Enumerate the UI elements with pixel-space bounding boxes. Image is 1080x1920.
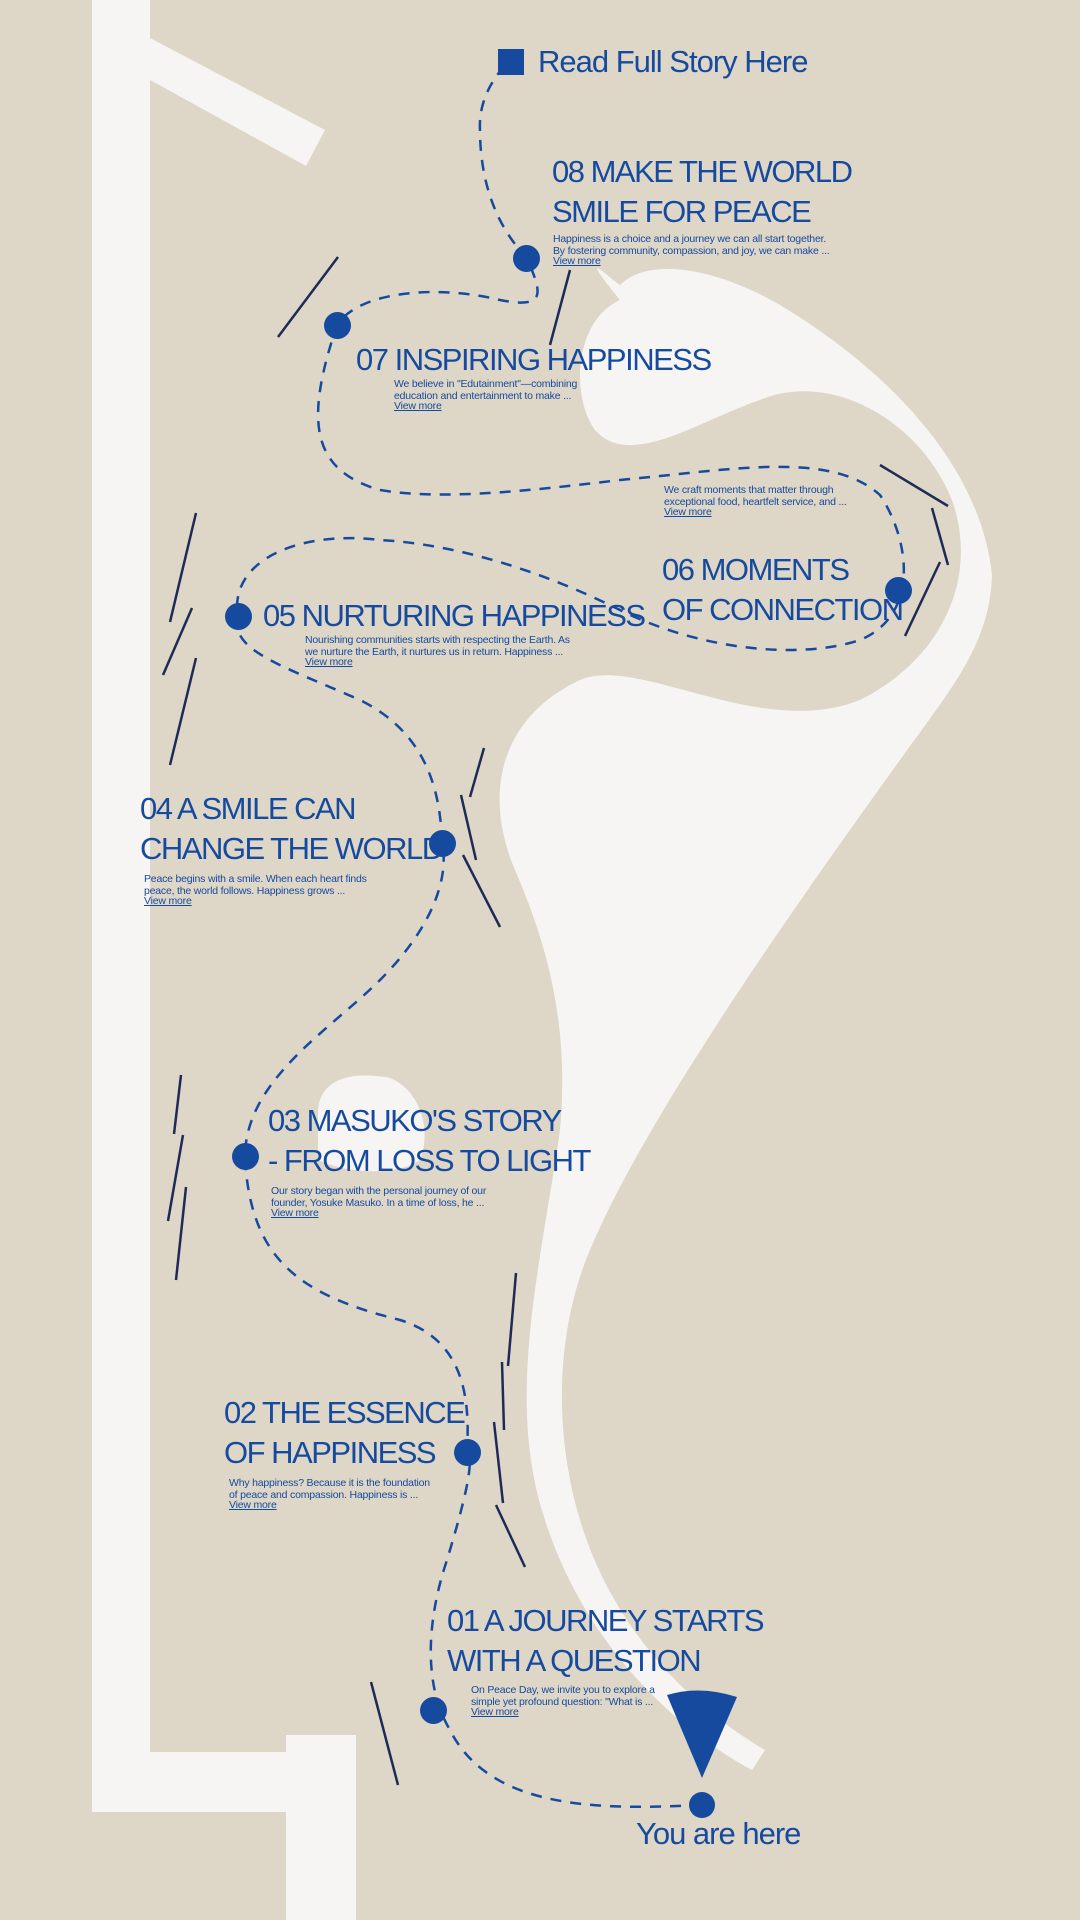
milestone-desc-07: We believe in "Edutainment"—combining ed… bbox=[394, 378, 578, 402]
milestone-dot-04[interactable] bbox=[429, 830, 456, 857]
view-more-link-01[interactable]: View more bbox=[471, 1706, 519, 1718]
river-shape bbox=[499, 268, 992, 1770]
milestone-dot-01[interactable] bbox=[420, 1697, 447, 1724]
milestone-desc-03: Our story began with the personal journe… bbox=[271, 1185, 487, 1209]
milestone-title-03: 03 MASUKO'S STORY - FROM LOSS TO LIGHT bbox=[268, 1103, 591, 1178]
milestone-title-07: 07 INSPIRING HAPPINESS bbox=[356, 342, 712, 377]
you-are-here-label: You are here bbox=[636, 1816, 801, 1851]
milestone-dot-08[interactable] bbox=[513, 245, 540, 272]
milestone-title-05: 05 NURTURING HAPPINESS bbox=[263, 598, 646, 633]
small-bump bbox=[318, 1075, 425, 1172]
view-more-link-03[interactable]: View more bbox=[271, 1207, 319, 1219]
milestone-title-01: 01 A JOURNEY STARTS WITH A QUESTION bbox=[447, 1603, 765, 1678]
milestone-desc-06: We craft moments that matter through exc… bbox=[664, 484, 847, 508]
white-walkway bbox=[92, 0, 356, 1920]
milestone-desc-04: Peace begins with a smile. When each hea… bbox=[144, 873, 367, 897]
milestone-title-02: 02 THE ESSENCE OF HAPPINESS bbox=[224, 1395, 466, 1470]
milestone-title-08: 08 MAKE THE WORLD SMILE FOR PEACE bbox=[552, 154, 853, 229]
view-more-link-08[interactable]: View more bbox=[553, 255, 601, 267]
milestone-desc-02: Why happiness? Because it is the foundat… bbox=[229, 1477, 430, 1501]
view-more-link-07[interactable]: View more bbox=[394, 400, 442, 412]
square-icon bbox=[498, 49, 524, 75]
view-more-link-06[interactable]: View more bbox=[664, 506, 712, 518]
view-more-link-04[interactable]: View more bbox=[144, 895, 192, 907]
milestone-dot-07[interactable] bbox=[324, 312, 351, 339]
milestone-desc-01: On Peace Day, we invite you to explore a… bbox=[471, 1684, 655, 1708]
location-pointer-icon bbox=[667, 1690, 737, 1778]
milestone-title-06: 06 MOMENTS OF CONNECTION bbox=[662, 552, 904, 627]
milestone-dot-05[interactable] bbox=[225, 603, 252, 630]
milestone-title-04: 04 A SMILE CAN CHANGE THE WORLD bbox=[140, 791, 444, 866]
you-are-here-dot bbox=[689, 1792, 715, 1818]
read-full-story-link[interactable]: Read Full Story Here bbox=[498, 44, 808, 80]
milestone-dot-06[interactable] bbox=[885, 577, 912, 604]
milestone-desc-05: Nourishing communities starts with respe… bbox=[305, 634, 570, 658]
milestone-desc-08: Happiness is a choice and a journey we c… bbox=[553, 233, 830, 257]
view-more-link-05[interactable]: View more bbox=[305, 656, 353, 668]
journey-path bbox=[235, 59, 905, 1809]
decorative-strokes bbox=[161, 256, 950, 1786]
view-more-link-02[interactable]: View more bbox=[229, 1499, 277, 1511]
read-full-story-label: Read Full Story Here bbox=[538, 44, 808, 79]
milestone-dot-02[interactable] bbox=[454, 1439, 481, 1466]
milestone-dot-03[interactable] bbox=[232, 1143, 259, 1170]
